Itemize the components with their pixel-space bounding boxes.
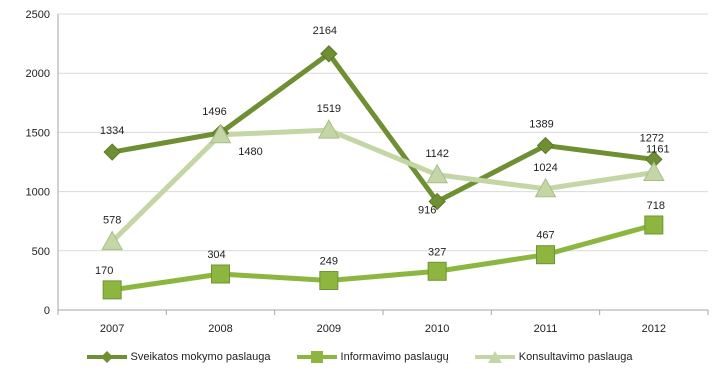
legend-label: Sveikatos mokymo paslauga bbox=[130, 351, 271, 363]
data-labels: 1334 1496 2164 916 1389 1272 170 304 249 327 467 71… bbox=[95, 25, 670, 277]
series-markers bbox=[101, 45, 665, 300]
legend-swatch bbox=[296, 351, 337, 363]
data-label: 1024 bbox=[533, 162, 557, 174]
x-tick-labels: 2007 2008 2009 2010 2011 2012 bbox=[100, 323, 666, 335]
axes bbox=[57, 14, 709, 315]
data-point-square bbox=[319, 271, 339, 291]
legend-label: Konsultavimo paslauga bbox=[518, 351, 633, 363]
data-label: 1142 bbox=[425, 148, 449, 160]
x-tick-label: 2010 bbox=[425, 323, 449, 335]
data-label: 467 bbox=[536, 230, 554, 242]
data-point-square bbox=[427, 261, 447, 281]
data-point-triangle bbox=[317, 119, 340, 139]
data-label: 718 bbox=[647, 200, 665, 212]
x-tick-label: 2011 bbox=[534, 323, 558, 335]
legend-swatch bbox=[86, 351, 127, 363]
data-label: 1389 bbox=[529, 119, 553, 131]
data-label: 916 bbox=[418, 205, 436, 217]
data-point-square bbox=[536, 245, 555, 265]
data-label: 1519 bbox=[317, 103, 341, 115]
data-label: 2164 bbox=[313, 25, 337, 37]
legend-label: Informavimo paslaugų bbox=[340, 351, 449, 363]
series-line bbox=[111, 222, 655, 293]
data-label: 1480 bbox=[238, 146, 262, 158]
series-line bbox=[111, 51, 655, 205]
data-label: 327 bbox=[428, 246, 446, 258]
data-point-triangle bbox=[209, 123, 232, 144]
data-point-triangle bbox=[534, 177, 557, 198]
legend-item: Informavimo paslaugų bbox=[296, 348, 449, 366]
y-tick-label: 1500 bbox=[26, 127, 50, 139]
data-label: 578 bbox=[103, 215, 121, 227]
data-label: 1496 bbox=[202, 106, 226, 118]
y-tick-label: 500 bbox=[32, 246, 50, 258]
series-lines bbox=[110, 51, 655, 293]
y-tick-label: 2000 bbox=[26, 68, 50, 80]
y-tick-label: 1000 bbox=[26, 187, 50, 199]
series-line bbox=[110, 127, 655, 244]
legend-item: Konsultavimo paslauga bbox=[474, 348, 633, 366]
x-tick-label: 2012 bbox=[642, 323, 666, 335]
data-point-triangle bbox=[101, 230, 124, 251]
data-point-diamond bbox=[103, 143, 121, 161]
data-label: 1161 bbox=[646, 144, 670, 156]
data-point-triangle bbox=[642, 161, 665, 182]
x-tick-label: 2008 bbox=[208, 323, 232, 335]
data-point-diamond bbox=[320, 45, 338, 63]
legend-item: Sveikatos mokymo paslauga bbox=[86, 348, 271, 366]
x-tick-label: 2009 bbox=[317, 323, 341, 335]
data-point-diamond bbox=[428, 192, 446, 211]
data-point-square bbox=[102, 280, 122, 300]
data-label: 1272 bbox=[640, 132, 664, 144]
data-label: 304 bbox=[207, 249, 225, 261]
gridlines bbox=[58, 13, 708, 252]
y-tick-labels: 0 500 1000 1500 2000 2500 bbox=[26, 9, 50, 317]
y-tick-label: 2500 bbox=[26, 9, 50, 21]
data-point-triangle bbox=[426, 163, 449, 184]
data-point-square bbox=[211, 264, 230, 284]
y-tick-label: 0 bbox=[44, 305, 50, 317]
data-label: 249 bbox=[320, 256, 338, 268]
data-label: 170 bbox=[95, 265, 113, 277]
data-label: 1334 bbox=[100, 125, 124, 137]
data-point-diamond bbox=[536, 136, 555, 155]
x-tick-label: 2007 bbox=[100, 323, 124, 335]
legend-swatch bbox=[474, 351, 515, 363]
data-point-square bbox=[644, 215, 664, 235]
chart-legend: Sveikatos mokymo paslauga Informavimo pas… bbox=[0, 348, 719, 366]
